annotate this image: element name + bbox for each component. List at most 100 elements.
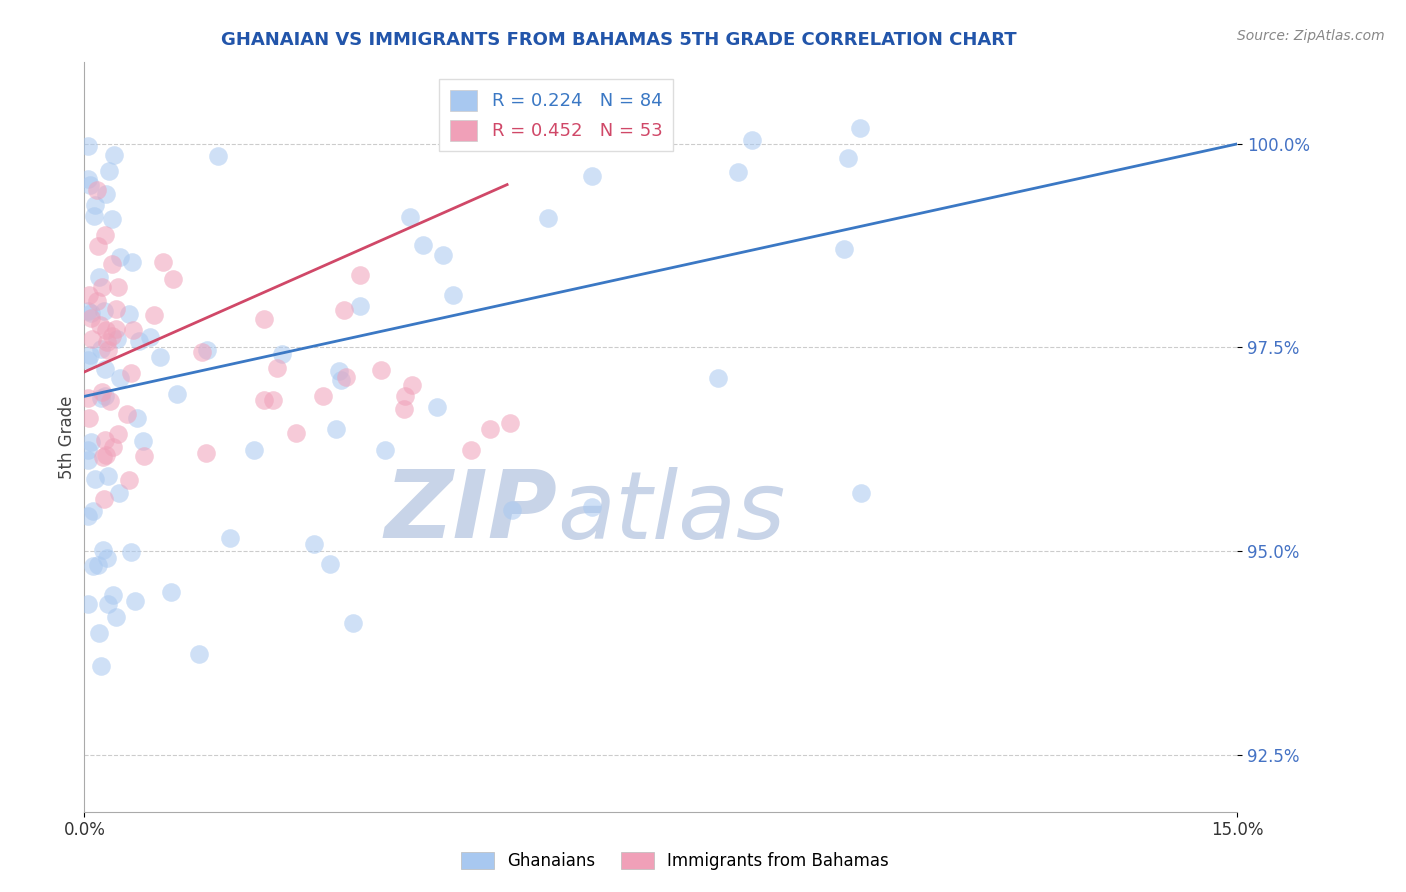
Point	[101, 257, 124, 271]
Point	[441, 287, 464, 301]
Point	[498, 417, 520, 431]
Point	[82, 558, 104, 573]
Point	[108, 486, 131, 500]
Point	[89, 270, 111, 285]
Point	[849, 120, 872, 135]
Point	[139, 330, 162, 344]
Point	[325, 422, 347, 436]
Point	[100, 211, 122, 226]
Point	[87, 626, 110, 640]
Point	[312, 389, 335, 403]
Point	[242, 443, 264, 458]
Point	[837, 151, 859, 165]
Point	[253, 392, 276, 407]
Point	[333, 303, 356, 318]
Text: ZIP: ZIP	[384, 466, 557, 558]
Point	[537, 211, 560, 225]
Point	[97, 597, 120, 611]
Point	[131, 434, 153, 449]
Point	[82, 332, 104, 346]
Point	[122, 323, 145, 337]
Point	[105, 332, 128, 346]
Point	[77, 353, 100, 368]
Point	[581, 169, 603, 183]
Point	[77, 442, 100, 457]
Point	[96, 551, 118, 566]
Point	[105, 610, 128, 624]
Point	[96, 334, 118, 349]
Point	[82, 504, 104, 518]
Point	[96, 323, 118, 337]
Point	[98, 164, 121, 178]
Point	[77, 304, 100, 318]
Point	[77, 139, 100, 153]
Point	[107, 426, 129, 441]
Point	[188, 647, 211, 661]
Point	[349, 300, 371, 314]
Point	[132, 449, 155, 463]
Point	[328, 364, 350, 378]
Point	[124, 594, 146, 608]
Point	[77, 288, 100, 302]
Point	[349, 268, 371, 282]
Text: atlas: atlas	[557, 467, 786, 558]
Point	[741, 132, 763, 146]
Point	[83, 472, 105, 486]
Point	[91, 279, 114, 293]
Point	[262, 393, 284, 408]
Point	[401, 377, 423, 392]
Point	[115, 408, 138, 422]
Point	[460, 443, 482, 458]
Point	[80, 306, 103, 320]
Point	[77, 391, 100, 405]
Text: GHANAIAN VS IMMIGRANTS FROM BAHAMAS 5TH GRADE CORRELATION CHART: GHANAIAN VS IMMIGRANTS FROM BAHAMAS 5TH …	[221, 31, 1017, 49]
Point	[77, 509, 100, 524]
Point	[94, 434, 117, 448]
Point	[195, 446, 218, 460]
Point	[271, 347, 294, 361]
Point	[86, 183, 108, 197]
Point	[191, 345, 214, 359]
Point	[97, 343, 120, 357]
Point	[93, 228, 115, 243]
Point	[329, 373, 352, 387]
Point	[91, 542, 114, 557]
Point	[432, 247, 454, 261]
Point	[335, 370, 357, 384]
Point	[90, 342, 112, 356]
Point	[77, 172, 100, 186]
Point	[120, 366, 142, 380]
Point	[162, 272, 184, 286]
Point	[79, 178, 101, 193]
Point	[77, 453, 100, 467]
Point	[86, 558, 108, 572]
Point	[142, 308, 165, 322]
Text: Source: ZipAtlas.com: Source: ZipAtlas.com	[1237, 29, 1385, 43]
Point	[89, 318, 111, 333]
Point	[107, 280, 129, 294]
Point	[149, 351, 172, 365]
Point	[166, 387, 188, 401]
Point	[394, 389, 416, 403]
Point	[399, 210, 422, 224]
Point	[80, 435, 103, 450]
Point	[94, 186, 117, 201]
Point	[127, 411, 149, 425]
Point	[86, 294, 108, 309]
Point	[426, 401, 449, 415]
Point	[120, 545, 142, 559]
Point	[370, 362, 392, 376]
Point	[90, 658, 112, 673]
Point	[253, 311, 276, 326]
Point	[581, 500, 603, 515]
Point	[342, 615, 364, 630]
Point	[392, 402, 415, 417]
Point	[77, 597, 100, 611]
Point	[94, 361, 117, 376]
Point	[101, 329, 124, 343]
Point	[103, 588, 125, 602]
Point	[79, 348, 101, 362]
Point	[104, 322, 127, 336]
Point	[128, 334, 150, 348]
Point	[94, 389, 117, 403]
